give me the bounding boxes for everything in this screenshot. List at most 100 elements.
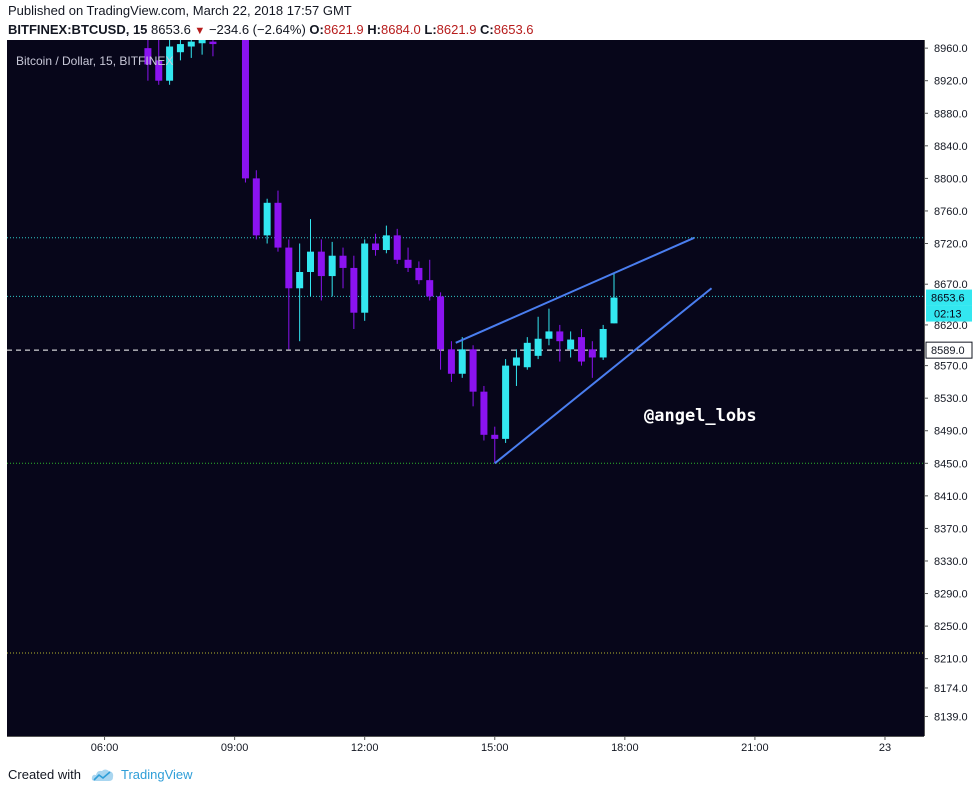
close-label: C: — [480, 22, 494, 37]
candle-up — [523, 342, 531, 368]
candle-down — [480, 391, 488, 435]
x-tick-label: 09:00 — [221, 742, 249, 754]
candle-down — [588, 349, 596, 358]
candle-down — [252, 178, 260, 236]
symbol-ohlc-line: BITFINEX:BTCUSD, 15 8653.6 ▼ −234.6 (−2.… — [8, 22, 534, 37]
candle-down — [404, 259, 412, 268]
candle-up — [176, 44, 184, 53]
candle-up — [458, 349, 466, 374]
candle-down — [491, 434, 499, 439]
candle-up — [306, 251, 314, 272]
candle-down — [209, 41, 217, 45]
candle-down — [556, 331, 564, 342]
x-tick-label: 15:00 — [481, 742, 509, 754]
y-tick-label: 8174.0 — [934, 683, 968, 695]
low-label: L: — [424, 22, 437, 37]
x-tick-label: 23 — [879, 742, 891, 754]
y-tick-label: 8760.0 — [934, 206, 968, 218]
y-tick-label: 8920.0 — [934, 76, 968, 88]
y-tick-label: 8670.0 — [934, 279, 968, 291]
x-tick-label: 18:00 — [611, 742, 639, 754]
candle-down — [350, 267, 358, 313]
high-label: H: — [367, 22, 381, 37]
candle-up — [610, 297, 618, 324]
y-tick-label: 8570.0 — [934, 361, 968, 373]
y-tick-label: 8880.0 — [934, 108, 968, 120]
candle-down — [339, 255, 347, 268]
down-arrow-icon: ▼ — [194, 25, 206, 37]
plot-area — [7, 40, 924, 736]
chart-title: Bitcoin / Dollar, 15, BITFINEX — [16, 54, 173, 68]
y-tick-label: 8370.0 — [934, 523, 968, 535]
candle-up — [166, 46, 174, 81]
trendline — [494, 287, 713, 465]
tradingview-link[interactable]: TradingView — [91, 767, 193, 782]
candle-down — [274, 202, 282, 248]
candle-down — [469, 349, 477, 392]
x-tick-label: 12:00 — [351, 742, 379, 754]
candle-up — [263, 202, 271, 236]
y-tick-label: 8210.0 — [934, 654, 968, 666]
footer: Created with TradingView — [8, 767, 193, 782]
published-caption: Published on TradingView.com, March 22, … — [8, 3, 352, 18]
candle-down — [393, 235, 401, 260]
candle-up — [599, 328, 607, 358]
candle-down — [577, 337, 585, 362]
candle-up — [502, 365, 510, 439]
candle-down — [426, 280, 434, 297]
y-tick-label: 8530.0 — [934, 393, 968, 405]
last-price-tag — [926, 289, 972, 306]
high-value: 8684.0 — [380, 22, 421, 37]
open-value: 8621.9 — [323, 22, 364, 37]
y-tick-label: 8620.0 — [934, 320, 968, 332]
x-tick-label: 06:00 — [91, 742, 119, 754]
y-tick-label: 8720.0 — [934, 239, 968, 251]
last-price-value: 8653.6 — [151, 22, 191, 37]
low-value: 8621.9 — [436, 22, 477, 37]
y-tick-label: 8250.0 — [934, 621, 968, 633]
watermark-text: @angel_lobs — [644, 406, 757, 426]
marked-level-label: 8589.0 — [931, 345, 965, 357]
candle-down — [144, 48, 152, 65]
candle-up — [296, 272, 304, 289]
marked-level-tag — [925, 341, 973, 359]
y-tick-label: 8490.0 — [934, 426, 968, 438]
y-tick-label: 8450.0 — [934, 458, 968, 470]
tradingview-cloud-icon — [91, 769, 114, 781]
symbol-label: BITFINEX:BTCUSD, 15 — [8, 22, 148, 37]
candle-up — [382, 235, 390, 251]
y-tick-label: 8410.0 — [934, 491, 968, 503]
y-tick-label: 8840.0 — [934, 141, 968, 153]
candle-down — [447, 349, 455, 374]
y-tick-label: 8800.0 — [934, 173, 968, 185]
candle-down — [155, 60, 163, 81]
candle-up — [328, 255, 336, 277]
candle-up — [512, 357, 520, 366]
candle-down — [317, 251, 325, 277]
y-tick-label: 8960.0 — [934, 43, 968, 55]
candle-down — [372, 243, 380, 251]
candle-up — [198, 40, 206, 44]
candle-up — [361, 243, 369, 313]
candle-up — [534, 338, 542, 356]
trendline — [455, 236, 695, 344]
price-chart[interactable]: Bitcoin / Dollar, 15, BITFINEX @angel_lob… — [7, 40, 973, 758]
close-value: 8653.6 — [493, 22, 534, 37]
x-tick-label: 21:00 — [741, 742, 769, 754]
candle-up — [567, 339, 575, 350]
candle-down — [285, 247, 293, 289]
candle-down — [241, 40, 249, 179]
open-label: O: — [309, 22, 324, 37]
price-change: −234.6 (−2.64%) — [208, 22, 306, 37]
y-tick-label: 8290.0 — [934, 589, 968, 601]
candle-up — [545, 331, 553, 339]
candle-down — [415, 267, 423, 281]
created-with-label: Created with — [8, 767, 81, 782]
candle-up — [187, 41, 195, 47]
y-tick-label: 8330.0 — [934, 556, 968, 568]
y-tick-label: 8139.0 — [934, 711, 968, 723]
tradingview-brand: TradingView — [120, 767, 193, 782]
countdown-label: 02:13 — [934, 309, 962, 321]
last-price-label: 8653.6 — [931, 293, 965, 305]
countdown-tag — [926, 305, 972, 322]
